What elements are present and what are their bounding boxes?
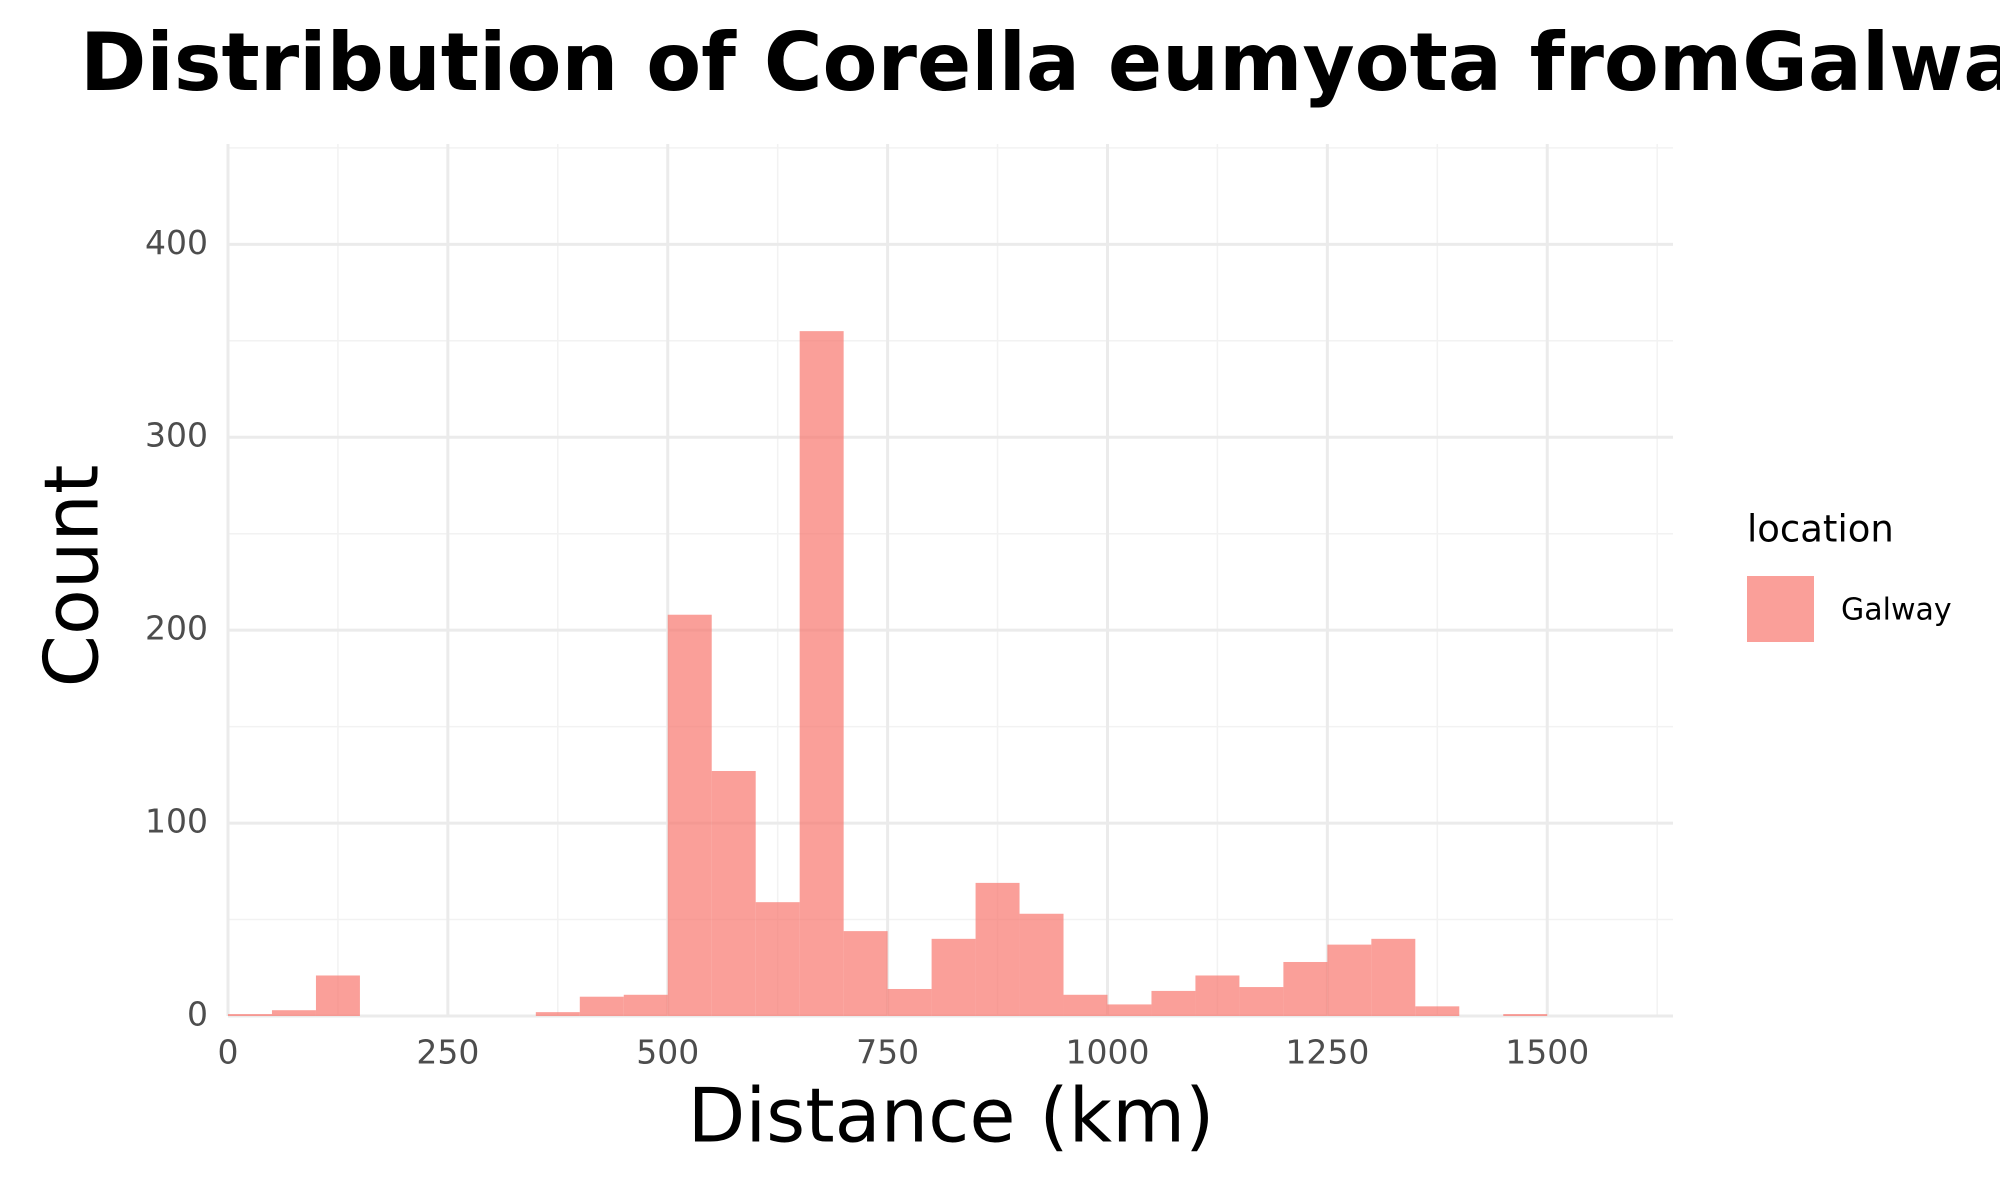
x-tick-label: 250: [416, 1033, 479, 1072]
x-tick-label: 1500: [1505, 1033, 1589, 1072]
bar: [228, 1014, 272, 1016]
bar: [975, 882, 1020, 1016]
bar: [799, 331, 844, 1016]
x-axis-title: Distance (km): [688, 1072, 1215, 1160]
x-tick-label: 750: [856, 1033, 919, 1072]
bar: [1195, 975, 1240, 1016]
bar: [271, 1010, 316, 1016]
bar: [931, 938, 976, 1016]
bar: [1151, 990, 1196, 1016]
y-tick-label: 300: [145, 416, 208, 455]
bar: [843, 931, 888, 1016]
y-axis-title: Count: [28, 465, 116, 688]
y-tick-label: 0: [187, 995, 208, 1034]
y-tick-label: 200: [145, 609, 208, 648]
bar: [1327, 944, 1372, 1016]
x-tick-label: 1000: [1065, 1033, 1149, 1072]
legend-key: [1747, 576, 1814, 642]
bar: [1371, 938, 1416, 1016]
bar: [1063, 994, 1108, 1016]
bar: [1283, 961, 1328, 1016]
y-tick-label: 100: [145, 802, 208, 841]
bar: [535, 1012, 580, 1016]
bar: [1415, 1006, 1460, 1016]
legend-label: Galway: [1841, 593, 1952, 628]
y-tick-label: 400: [145, 223, 208, 262]
bar: [1239, 987, 1284, 1016]
bar: [1019, 913, 1064, 1016]
x-tick-label: 1250: [1285, 1033, 1369, 1072]
x-tick-label: 0: [218, 1033, 239, 1072]
x-tick-label: 500: [636, 1033, 699, 1072]
bar: [667, 614, 712, 1016]
bar: [755, 902, 800, 1016]
bar: [315, 975, 360, 1016]
bar: [1503, 1014, 1548, 1016]
chart-title: Distribution of Corella eumyota fromGalw…: [80, 16, 2000, 109]
bar: [1107, 1004, 1152, 1016]
bar: [623, 994, 668, 1016]
bar: [711, 770, 756, 1016]
bar: [887, 988, 932, 1016]
bar: [579, 996, 624, 1016]
legend-title: location: [1747, 508, 1894, 551]
